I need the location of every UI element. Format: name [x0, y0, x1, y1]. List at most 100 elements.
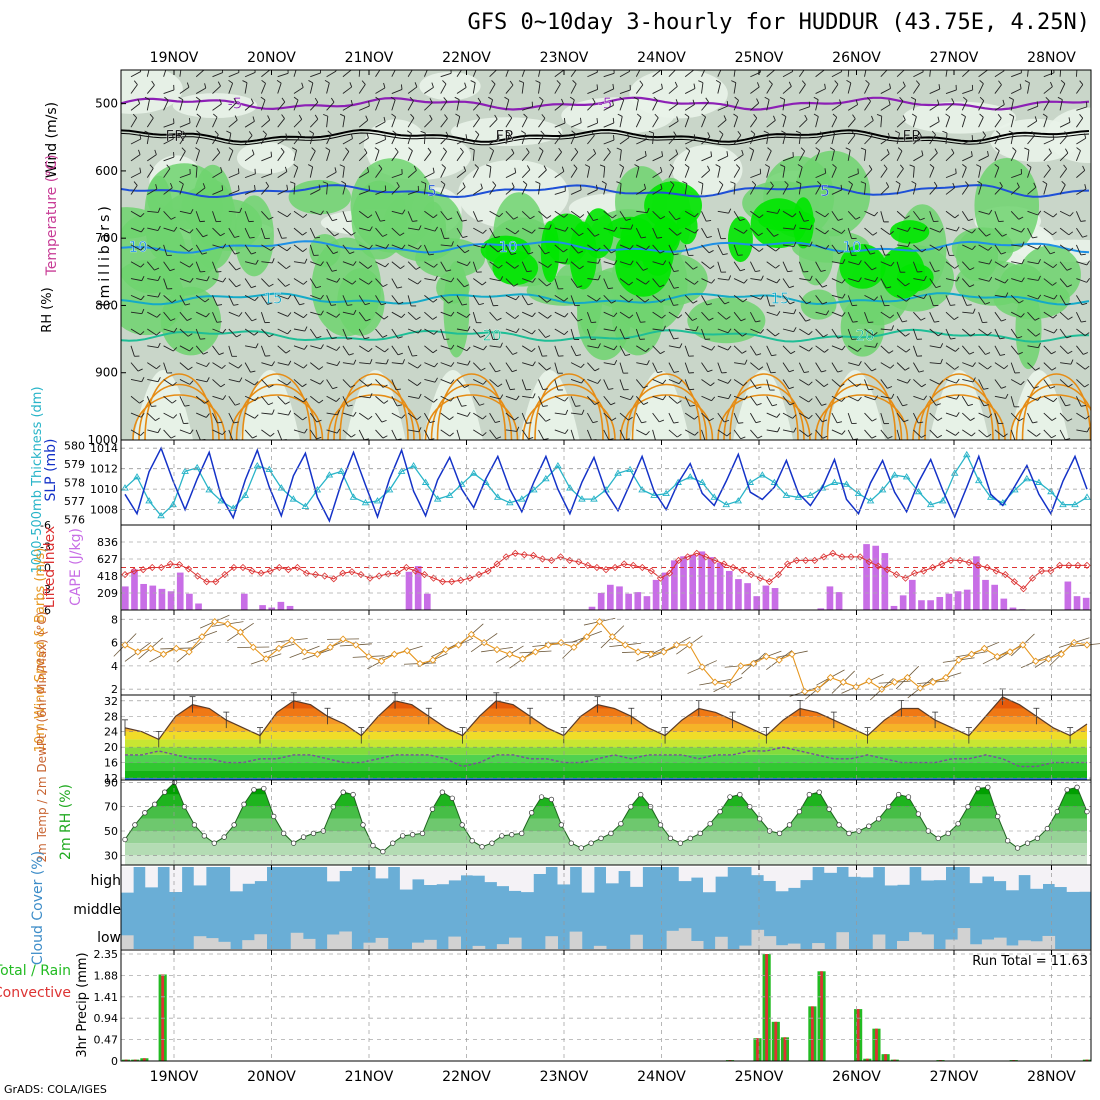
- wind-barb-flag: [955, 431, 960, 436]
- precip-tick-label: 0.47: [94, 1034, 119, 1047]
- wind-barb-flag: [660, 183, 663, 189]
- li-point: [393, 569, 401, 577]
- wind-barb-flag: [480, 183, 483, 189]
- wind-barb: [766, 295, 771, 307]
- wind-barb: [293, 244, 304, 252]
- wind-barb: [929, 167, 935, 178]
- wind-barb-flag: [660, 215, 666, 220]
- wind-barb-flag: [432, 298, 438, 303]
- wind-barb: [1059, 99, 1063, 111]
- precip-conv-bar: [133, 1059, 137, 1061]
- wind-barb-flag: [511, 252, 517, 255]
- wind-barb: [505, 294, 517, 301]
- wind-barb-flag: [1050, 81, 1053, 87]
- li-point: [466, 574, 474, 582]
- wind-barb: [424, 379, 436, 383]
- wind-barb: [293, 429, 305, 434]
- wind-barb-flag: [234, 252, 240, 255]
- wind-barb-flag: [250, 370, 256, 373]
- wind-barb-flag: [902, 115, 906, 121]
- wind-barb: [1076, 379, 1085, 388]
- wind-barb-flag: [608, 287, 614, 290]
- li-point: [1065, 561, 1073, 569]
- wind-barb-flag: [320, 310, 324, 316]
- wind-barb: [978, 183, 983, 195]
- cape-bar: [835, 592, 843, 610]
- wind-barb-flag: [595, 184, 598, 190]
- wind-barb: [407, 190, 419, 195]
- wind-barb: [570, 244, 579, 254]
- wind-barb: [750, 412, 757, 423]
- wind-barb-flag: [842, 259, 846, 264]
- date-label-bottom: 28NOV: [1027, 1069, 1076, 1085]
- wind-barb: [570, 133, 576, 145]
- wind-barb-flag: [1068, 383, 1073, 388]
- wind-barb-flag: [937, 116, 940, 122]
- wind-barb-flag: [233, 97, 237, 103]
- wind-barb: [978, 345, 986, 355]
- wind-barb: [945, 345, 956, 352]
- wind-barb-flag: [689, 404, 695, 407]
- surface-wind-barb: [509, 645, 524, 655]
- wind-speed-point: [326, 643, 334, 651]
- wind-tick-label: 6: [111, 637, 118, 650]
- wind-barb: [717, 261, 722, 273]
- wind-speed-point: [275, 644, 283, 653]
- wind-barb: [538, 379, 544, 390]
- wind-barb: [407, 278, 418, 285]
- wind-barb: [179, 311, 188, 321]
- wind-barb-flag: [569, 96, 575, 101]
- wind-barb-flag: [285, 265, 291, 270]
- temp-band: [125, 723, 1087, 732]
- wind-barb-flag: [995, 147, 1000, 152]
- wind-barb: [766, 244, 777, 252]
- wind-barb: [163, 395, 173, 404]
- rh-point: [717, 808, 723, 815]
- date-label-bottom: 21NOV: [345, 1069, 394, 1085]
- wind-barb-flag: [302, 383, 307, 388]
- high-cloud: [145, 867, 158, 888]
- wind-barb: [1043, 328, 1055, 334]
- wind-barb: [635, 328, 641, 340]
- wind-barb-flag: [952, 182, 956, 188]
- wind-barb-flag: [722, 253, 728, 256]
- wind-barb-flag: [938, 332, 943, 337]
- wind-barb-flag: [349, 82, 353, 88]
- wind-barb: [1075, 396, 1082, 407]
- wind-barb: [913, 278, 925, 281]
- wind-barb-flag: [364, 337, 370, 340]
- wind-barb: [554, 151, 562, 162]
- wind-barb: [978, 412, 989, 419]
- wind-barb-flag: [149, 164, 154, 169]
- wind-barb-flag: [182, 130, 187, 136]
- precip-tick-label: 1.88: [94, 969, 119, 982]
- wind-barb-flag: [302, 214, 308, 218]
- wind-barb: [212, 312, 218, 323]
- wind-barb: [994, 278, 1006, 284]
- wind-barb-flag: [222, 277, 227, 283]
- wind-barb: [261, 119, 271, 128]
- wind-barb: [1059, 121, 1071, 128]
- wind-barb: [864, 149, 867, 161]
- wind-barb-flag: [841, 430, 846, 435]
- rh-point: [162, 789, 168, 795]
- li-point: [529, 551, 537, 560]
- wind-barb-flag: [433, 398, 438, 403]
- wind-barb-flag: [480, 367, 486, 371]
- wind-barb: [978, 396, 985, 407]
- wind-barb: [864, 261, 873, 271]
- wind-barb-flag: [891, 393, 895, 399]
- wind-barb: [587, 211, 594, 221]
- wind-barb-flag: [400, 265, 405, 269]
- wind-barb-flag: [320, 210, 324, 216]
- cape-bar: [716, 562, 724, 610]
- wind-barb: [407, 412, 418, 420]
- wind-barb-flag: [297, 131, 302, 136]
- wind-barb: [391, 345, 399, 356]
- wind-barb: [652, 227, 658, 239]
- high-cloud: [521, 867, 534, 893]
- contour-label: FR: [495, 127, 514, 145]
- wind-barb-flag: [374, 147, 380, 151]
- wind-barb-flag: [969, 284, 975, 288]
- low-cloud: [763, 936, 777, 949]
